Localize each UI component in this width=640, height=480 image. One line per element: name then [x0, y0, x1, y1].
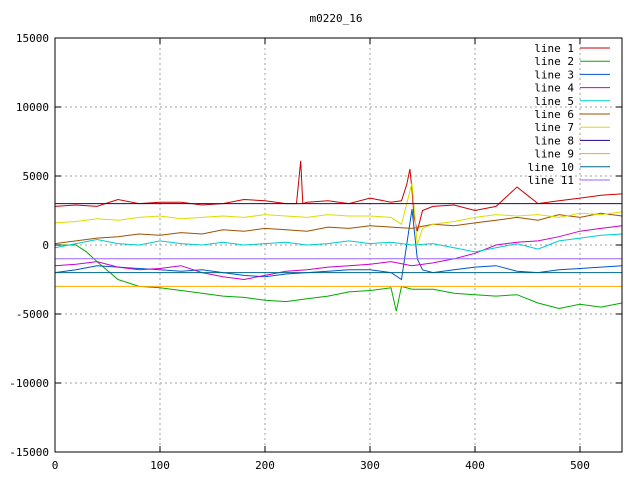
- y-tick-label: -15000: [9, 446, 49, 459]
- series-line-4: [54, 225, 623, 281]
- x-tick-label: 0: [52, 459, 59, 472]
- legend-label: line 1: [534, 42, 574, 55]
- series-line-1: [54, 160, 623, 232]
- legend-label: line 4: [534, 82, 574, 95]
- series-line-2: [55, 244, 623, 312]
- y-tick-label: 15000: [16, 32, 49, 45]
- y-tick-label: -5000: [16, 308, 49, 321]
- x-tick-label: 300: [360, 459, 380, 472]
- chart-title: m0220_16: [310, 12, 363, 25]
- axis-ticks: 0 100 200 300 400 500 -15000 -10000 -5000 0 5000 10…: [9, 32, 622, 472]
- legend-label: line 3: [534, 68, 574, 81]
- x-tick-label: 100: [150, 459, 170, 472]
- legend-label: line 5: [534, 95, 574, 108]
- legend-label: line 6: [534, 108, 574, 121]
- grid: [55, 38, 622, 452]
- legend-label: line 7: [534, 121, 574, 134]
- legend-label: line 8: [534, 134, 574, 147]
- series-line-6: [54, 212, 623, 245]
- legend-label: line 11: [528, 174, 574, 187]
- series-line-7: [54, 182, 623, 246]
- x-tick-label: 200: [255, 459, 275, 472]
- x-tick-label: 400: [465, 459, 485, 472]
- legend-label: line 9: [534, 148, 574, 161]
- y-tick-label: -10000: [9, 377, 49, 390]
- series-lines: [54, 160, 623, 312]
- y-tick-label: 10000: [16, 101, 49, 114]
- y-tick-label: 5000: [23, 170, 50, 183]
- series-line-3: [54, 209, 623, 281]
- x-tick-label: 500: [570, 459, 590, 472]
- y-tick-label: 0: [42, 239, 49, 252]
- legend-label: line 10: [528, 161, 574, 174]
- legend-label: line 2: [534, 55, 574, 68]
- series-line-5: [54, 233, 623, 253]
